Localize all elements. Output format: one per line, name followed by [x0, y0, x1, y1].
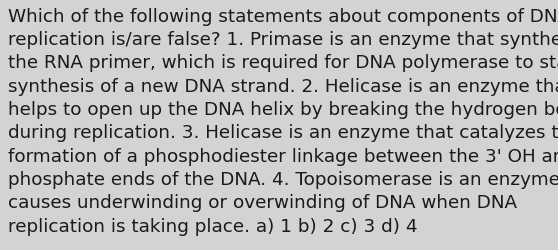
Text: the RNA primer, which is required for DNA polymerase to start: the RNA primer, which is required for DN… — [8, 54, 558, 72]
Text: replication is/are false? 1. Primase is an enzyme that synthesizes: replication is/are false? 1. Primase is … — [8, 31, 558, 49]
Text: replication is taking place. a) 1 b) 2 c) 3 d) 4: replication is taking place. a) 1 b) 2 c… — [8, 217, 418, 235]
Text: during replication. 3. Helicase is an enzyme that catalyzes the: during replication. 3. Helicase is an en… — [8, 124, 558, 142]
Text: helps to open up the DNA helix by breaking the hydrogen bonds: helps to open up the DNA helix by breaki… — [8, 100, 558, 118]
Text: synthesis of a new DNA strand. 2. Helicase is an enzyme that: synthesis of a new DNA strand. 2. Helica… — [8, 77, 558, 95]
Text: formation of a phosphodiester linkage between the 3' OH and 5': formation of a phosphodiester linkage be… — [8, 147, 558, 165]
Text: phosphate ends of the DNA. 4. Topoisomerase is an enzyme that: phosphate ends of the DNA. 4. Topoisomer… — [8, 170, 558, 188]
Text: Which of the following statements about components of DNA: Which of the following statements about … — [8, 8, 558, 26]
Text: causes underwinding or overwinding of DNA when DNA: causes underwinding or overwinding of DN… — [8, 194, 517, 212]
